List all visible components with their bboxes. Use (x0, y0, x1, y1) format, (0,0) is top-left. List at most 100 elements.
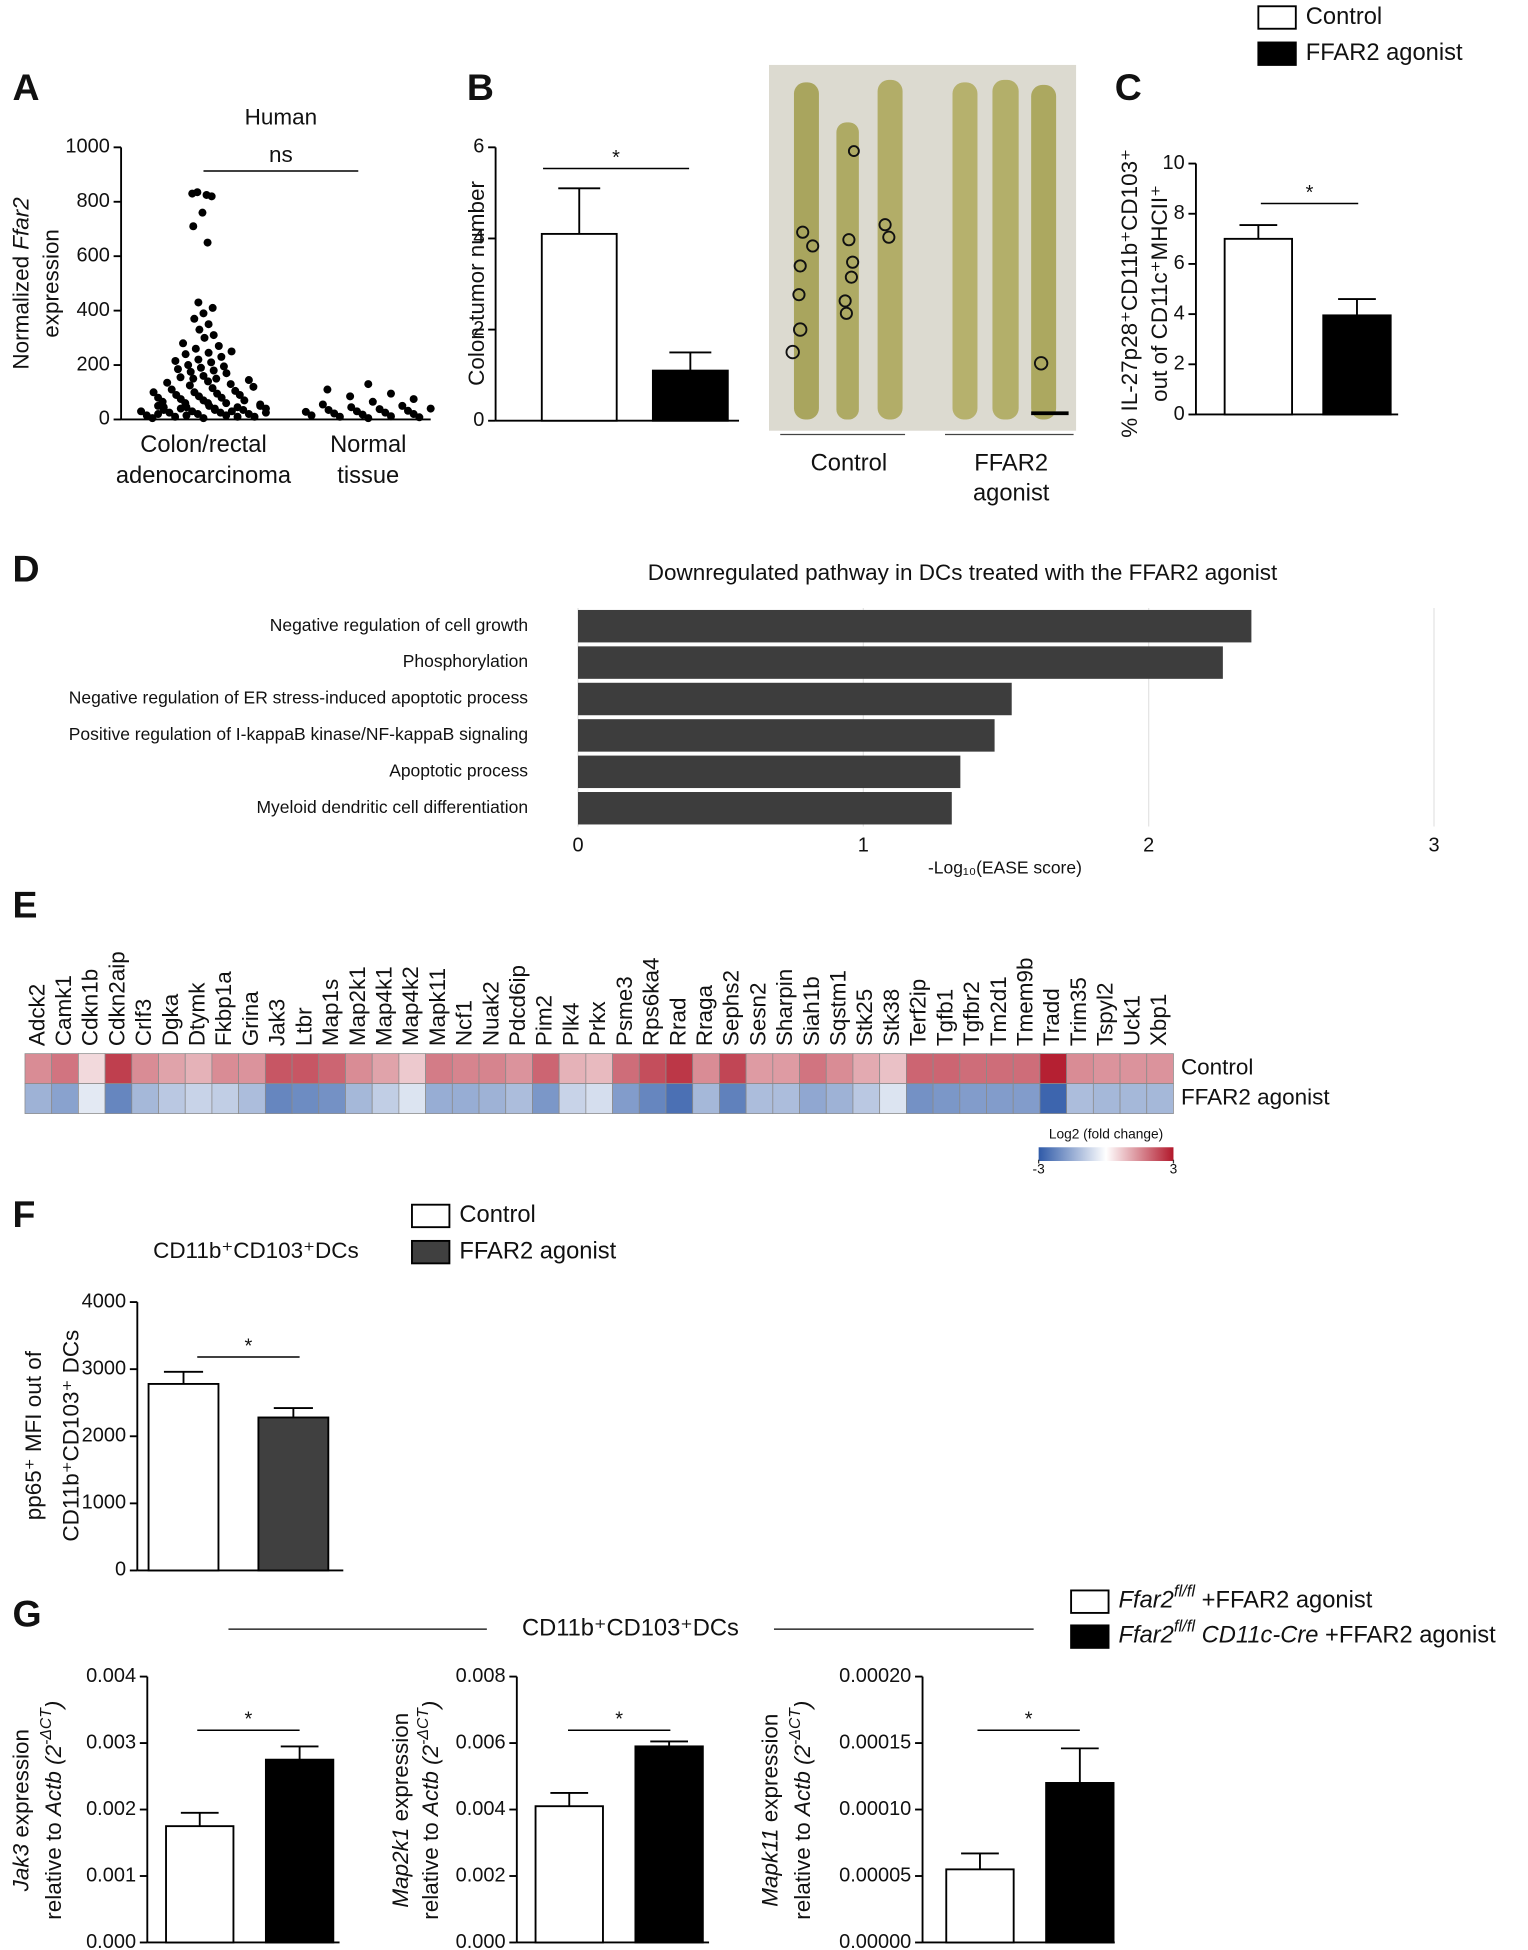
heat-cell (1146, 1053, 1174, 1084)
text-part: -ΔCT (38, 1707, 55, 1745)
text-part: Jak3 (8, 1843, 33, 1892)
chart-title: Downregulated pathway in DCs treated wit… (648, 560, 1278, 585)
y-tick-label: Negative regulation of cell growth (270, 615, 528, 635)
y-tick-label: 0.003 (86, 1731, 136, 1753)
heat-cell (345, 1053, 373, 1084)
x-tick-label: 0 (572, 835, 583, 857)
heat-cell (932, 1083, 961, 1114)
heat-cell (799, 1083, 827, 1114)
column-label: Xbp1 (1146, 994, 1171, 1046)
data-point (307, 411, 316, 420)
heat-cell (932, 1053, 961, 1084)
heat-cell (1119, 1083, 1148, 1114)
bar (577, 792, 952, 825)
legend-swatch (1257, 41, 1297, 66)
panel-letter: E (12, 883, 37, 925)
heat-cell (78, 1083, 106, 1114)
text-part: ) (418, 1701, 443, 1711)
data-point (193, 188, 202, 197)
data-point (250, 412, 259, 421)
heat-cell (772, 1083, 800, 1114)
panel-letter: C (1115, 66, 1142, 108)
heat-cell (879, 1053, 907, 1084)
legend-label: Control (459, 1202, 535, 1228)
data-point (347, 403, 356, 412)
y-tick-label: 2 (1174, 353, 1185, 375)
heat-cell (318, 1053, 346, 1084)
data-point (261, 408, 270, 417)
data-point (204, 348, 213, 357)
heat-cell (1066, 1053, 1094, 1084)
column-label: Map4k1 (371, 966, 396, 1046)
significance-label: * (1306, 182, 1314, 204)
column-label: Trim35 (1066, 977, 1091, 1046)
data-point (171, 412, 180, 421)
y-axis-label: Colon tumor number (464, 180, 489, 385)
y-axis-label: pp65⁺ MFI out of (21, 1350, 46, 1520)
data-point (235, 390, 244, 399)
y-tick-label: Phosphorylation (403, 651, 528, 671)
heat-cell (532, 1083, 560, 1114)
data-point (335, 412, 344, 421)
y-axis-label: relative to Actb (2-ΔCT) (38, 1701, 66, 1920)
heat-cell (478, 1053, 507, 1084)
x-tick-label: adenocarcinoma (116, 463, 292, 489)
heat-cell (291, 1083, 320, 1114)
data-point (409, 395, 418, 404)
text-part: ) (790, 1701, 815, 1711)
legend-label: FFAR2 agonist (1306, 40, 1463, 66)
y-tick-label: 200 (77, 353, 110, 375)
heat-cell (905, 1083, 934, 1114)
data-point (217, 352, 226, 361)
data-point (207, 192, 216, 201)
data-point (364, 414, 373, 423)
text-part: Actb (790, 1771, 815, 1818)
y-tick-label: 0.001 (86, 1864, 136, 1886)
heat-cell (1039, 1083, 1068, 1114)
heat-cell (505, 1053, 533, 1084)
heat-cell (264, 1053, 293, 1084)
heat-cell (24, 1053, 53, 1084)
text-part: Ffar2 (1119, 1623, 1174, 1649)
legend-swatch (1070, 1589, 1110, 1614)
x-tick-label: 3 (1428, 835, 1439, 857)
data-point (159, 403, 168, 412)
heat-cell (1119, 1053, 1148, 1084)
heat-cell (1039, 1053, 1068, 1084)
y-tick-label: 0.00000 (839, 1931, 911, 1950)
heat-cell (264, 1083, 293, 1114)
heat-cell (1066, 1083, 1094, 1114)
y-axis-label: CD11b⁺CD103⁺ DCs (58, 1330, 83, 1542)
data-point (199, 309, 208, 318)
text-part: CD11c-Cre (1195, 1623, 1318, 1649)
significance-label: * (615, 1709, 623, 1731)
column-label: Rrad (665, 997, 690, 1046)
column-label: Map2k1 (345, 966, 370, 1046)
data-point (176, 404, 185, 413)
data-point (182, 411, 191, 420)
data-point (199, 414, 208, 423)
y-tick-label: 800 (77, 190, 110, 212)
column-label: Prkx (585, 1001, 610, 1046)
data-point (415, 413, 424, 422)
chart-title: Human (245, 105, 317, 130)
data-point (318, 400, 327, 409)
heat-cell (78, 1053, 106, 1084)
data-point (203, 238, 212, 247)
data-point (386, 389, 395, 398)
column-label: Stk25 (852, 989, 877, 1046)
column-label: Tm2d1 (986, 976, 1011, 1046)
data-point (184, 361, 193, 370)
data-point (209, 331, 218, 340)
heat-cell (1092, 1053, 1121, 1084)
heat-cell (692, 1083, 720, 1114)
heat-cell (986, 1083, 1014, 1114)
data-point (233, 412, 242, 421)
colorbar (1038, 1147, 1174, 1162)
colon-photo (768, 64, 1077, 436)
data-point (149, 388, 158, 397)
column-label: Cdkn1b (78, 969, 103, 1046)
text-part: Ffar2 (8, 197, 33, 250)
data-point (398, 401, 407, 410)
column-label: Nuak2 (478, 981, 503, 1046)
